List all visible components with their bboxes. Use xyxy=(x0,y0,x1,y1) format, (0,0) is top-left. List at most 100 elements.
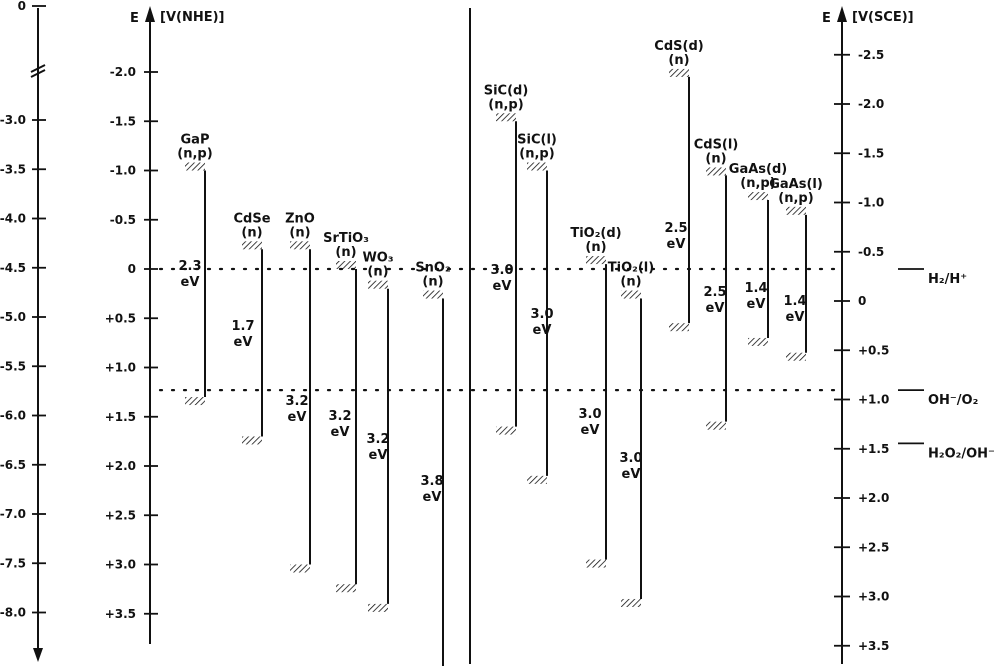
band-gap-value: 3.0 xyxy=(530,307,553,322)
redox-level-label: H₂/H⁺ xyxy=(928,272,967,287)
band-gap-value: 3.8 xyxy=(420,474,443,489)
conductivity-type: (n,p) xyxy=(778,191,813,206)
sce-axis-tick-label: -0.5 xyxy=(858,245,884,259)
band-gap-unit: eV xyxy=(493,279,512,294)
valence-band-edge xyxy=(786,352,806,361)
nhe-axis: E [V(NHE)] xyxy=(130,6,224,644)
conductivity-type: (n,p) xyxy=(519,147,554,162)
valence-band-edge xyxy=(621,598,641,607)
valence-band-edge xyxy=(586,559,606,568)
nhe-axis-unit: [V(NHE)] xyxy=(160,10,224,25)
conduction-band-edge xyxy=(423,290,443,299)
nhe-axis-tick-label: -2.0 xyxy=(110,65,136,79)
sce-axis: E [V(SCE)] xyxy=(822,6,914,664)
band-gap-value: 3.2 xyxy=(366,432,389,447)
band-12: GaAs(d)(n,p) 1.4eV xyxy=(729,162,787,346)
material-name: SrTiO₃ xyxy=(323,231,369,246)
conductivity-type: (n) xyxy=(289,225,310,240)
band-gap-value: 3.0 xyxy=(490,263,513,278)
conduction-band-edge xyxy=(527,162,547,171)
conductivity-type: (n) xyxy=(335,245,356,260)
band-7: SiC(l)(n,p) 3.0eV xyxy=(517,133,557,484)
sce-axis-tick-label: 0 xyxy=(858,294,866,308)
conduction-band-edge xyxy=(336,261,356,269)
band-gap-value: 3.2 xyxy=(285,394,308,409)
band-gap-value: 3.2 xyxy=(328,409,351,424)
axis-ticks: 0 -3.0 -3.5 -4.0 -4.5 -5.0 -5.5 -6.0 -6.5 -7.0 -7.… xyxy=(0,0,889,653)
sce-axis-unit: [V(SCE)] xyxy=(852,10,914,25)
band-9: TiO₂(l)(n) 3.0eV xyxy=(608,261,654,607)
left-axis-tick-label: -7.5 xyxy=(0,556,26,570)
band-gap-unit: eV xyxy=(234,335,253,350)
material-name: TiO₂(l) xyxy=(608,261,654,276)
valence-band-edge xyxy=(368,603,388,612)
conductivity-type: (n,p) xyxy=(740,176,775,191)
nhe-axis-tick-label: +0.5 xyxy=(105,311,136,325)
band-4: WO₃(n) 3.2eV xyxy=(362,251,394,612)
conductivity-type: (n) xyxy=(668,53,689,68)
nhe-axis-tick-label: +3.0 xyxy=(105,558,136,572)
left-axis-tick-label: -7.0 xyxy=(0,507,26,521)
band-gap-value: 1.4 xyxy=(783,294,806,309)
left-axis-tick-label: -4.0 xyxy=(0,212,26,226)
nhe-axis-tick-label: +1.5 xyxy=(105,410,136,424)
conductivity-type: (n) xyxy=(620,275,641,290)
sce-axis-tick-label: +1.0 xyxy=(858,393,889,407)
band-gap-unit: eV xyxy=(786,310,805,325)
band-gap-unit: eV xyxy=(533,323,552,338)
nhe-axis-tick-label: -1.0 xyxy=(110,164,136,178)
band-gap-value: 2.5 xyxy=(664,221,687,236)
sce-axis-tick-label: +3.5 xyxy=(858,639,889,653)
material-name: GaAs(l) xyxy=(769,177,823,192)
conductivity-type: (n) xyxy=(422,275,443,290)
material-name: GaP xyxy=(181,133,210,148)
nhe-axis-tick-label: -0.5 xyxy=(110,213,136,227)
material-name: SnO₂ xyxy=(415,261,450,276)
left-axis-tick-label: -3.5 xyxy=(0,162,26,176)
material-name: TiO₂(d) xyxy=(570,226,621,241)
conduction-band-edge xyxy=(368,280,388,289)
axis-break-mark xyxy=(30,69,46,78)
left-axis-tick-label: -5.0 xyxy=(0,310,26,324)
nhe-axis-tick-label: -1.5 xyxy=(110,114,136,128)
band-gap-value: 3.0 xyxy=(578,407,601,422)
conduction-band-edge xyxy=(621,290,641,299)
sce-axis-tick-label: -2.0 xyxy=(858,97,884,111)
conductivity-type: (n,p) xyxy=(177,147,212,162)
sce-axis-symbol: E xyxy=(822,11,831,26)
down-arrow-icon xyxy=(33,648,43,662)
material-name: GaAs(d) xyxy=(729,162,787,177)
sce-axis-tick-label: +1.5 xyxy=(858,442,889,456)
material-name: CdS(l) xyxy=(694,137,739,152)
sce-axis-tick-label: +2.0 xyxy=(858,491,889,505)
conductivity-type: (n,p) xyxy=(488,97,523,112)
band-gap-value: 1.7 xyxy=(231,319,254,334)
axis-break-mark xyxy=(30,64,46,73)
band-3: SrTiO₃(n) 3.2eV xyxy=(323,231,369,593)
band-gap-value: 2.3 xyxy=(178,259,201,274)
band-gap-unit: eV xyxy=(581,423,600,438)
sce-axis-tick-label: -2.5 xyxy=(858,48,884,62)
band-gap-unit: eV xyxy=(369,448,388,463)
valence-band-edge xyxy=(185,397,205,406)
conductivity-type: (n) xyxy=(585,240,606,255)
band-6: SiC(d)(n,p) 3.0eV xyxy=(484,83,528,435)
valence-band-edge xyxy=(527,475,547,484)
conduction-band-edge xyxy=(748,192,768,201)
valence-band-edge xyxy=(706,421,726,430)
conduction-band-edge xyxy=(496,113,516,122)
nhe-axis-tick-label: +2.5 xyxy=(105,508,136,522)
up-arrow-icon xyxy=(145,6,155,22)
conduction-band-edge xyxy=(586,256,606,265)
material-name: SiC(l) xyxy=(517,133,557,148)
left-axis-tick-label: -3.0 xyxy=(0,113,26,127)
valence-band-edge xyxy=(290,564,310,573)
redox-level-label: H₂O₂/OH⁻ xyxy=(928,446,995,461)
up-arrow-icon xyxy=(837,6,847,22)
band-13: GaAs(l)(n,p) 1.4eV xyxy=(769,177,823,361)
sce-axis-tick-label: -1.0 xyxy=(858,196,884,210)
nhe-axis-tick-label: +3.5 xyxy=(105,607,136,621)
band-gap-unit: eV xyxy=(622,467,641,482)
conductivity-type: (n) xyxy=(367,265,388,280)
left-axis-tick-label: -6.0 xyxy=(0,409,26,423)
